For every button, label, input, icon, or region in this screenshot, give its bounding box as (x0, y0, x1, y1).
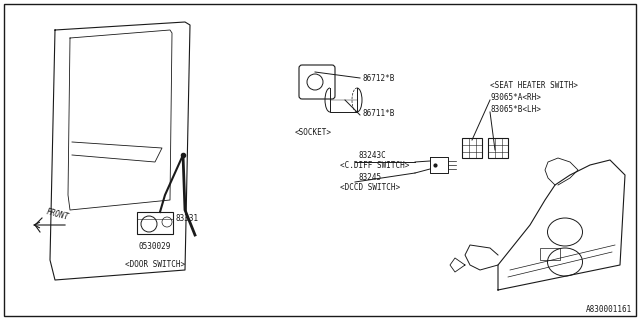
Text: <DCCD SWITCH>: <DCCD SWITCH> (340, 183, 400, 192)
Text: 83243C: 83243C (358, 151, 386, 160)
Text: 83245: 83245 (358, 173, 381, 182)
Text: <DOOR SWITCH>: <DOOR SWITCH> (125, 260, 185, 269)
Text: A830001161: A830001161 (586, 305, 632, 314)
Text: 83331: 83331 (175, 213, 198, 222)
Text: 93065*A<RH>: 93065*A<RH> (490, 93, 541, 102)
Bar (540, 248, 560, 260)
Text: 86711*B: 86711*B (362, 108, 394, 117)
Text: FRONT: FRONT (45, 207, 70, 222)
Text: <C.DIFF SWITCH>: <C.DIFF SWITCH> (340, 161, 410, 170)
Text: 0530029: 0530029 (139, 242, 171, 251)
Text: <SOCKET>: <SOCKET> (295, 127, 332, 137)
Bar (137, 212, 173, 234)
Text: <SEAT HEATER SWITH>: <SEAT HEATER SWITH> (490, 81, 578, 90)
Text: 83065*B<LH>: 83065*B<LH> (490, 105, 541, 114)
Text: 86712*B: 86712*B (362, 74, 394, 83)
